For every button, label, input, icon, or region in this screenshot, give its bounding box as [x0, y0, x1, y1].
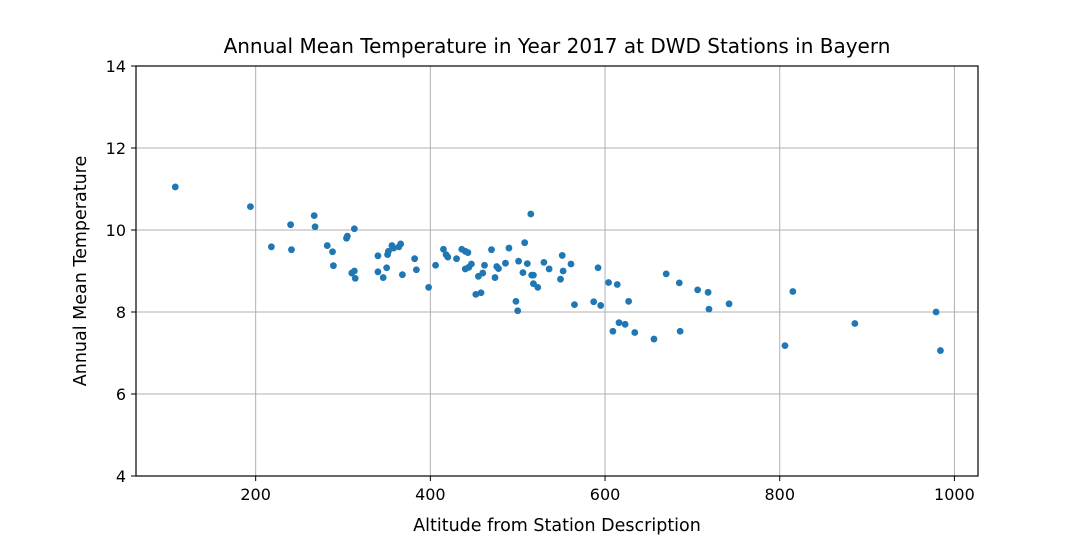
data-point — [444, 253, 452, 261]
data-point — [558, 252, 566, 259]
data-point — [425, 284, 433, 291]
data-point — [514, 307, 522, 315]
data-point — [523, 260, 531, 268]
x-tick-label: 400 — [415, 485, 446, 504]
data-point — [385, 247, 392, 255]
data-point — [288, 246, 295, 254]
data-point — [534, 284, 542, 291]
data-point — [383, 264, 391, 272]
data-point — [310, 212, 318, 220]
data-point — [530, 271, 537, 279]
data-point — [725, 300, 733, 308]
data-point — [545, 265, 553, 273]
data-point — [350, 225, 358, 233]
data-points — [171, 183, 944, 354]
data-point — [468, 260, 475, 268]
data-point — [571, 301, 578, 309]
data-point — [631, 329, 639, 336]
data-point — [343, 232, 351, 240]
data-point — [676, 327, 684, 335]
data-point — [597, 302, 605, 309]
x-tick-label: 1000 — [934, 485, 975, 504]
data-point — [329, 262, 337, 270]
data-point — [559, 267, 567, 275]
data-point — [694, 286, 702, 294]
data-point — [609, 327, 617, 335]
data-point — [705, 305, 713, 313]
data-point — [662, 270, 670, 278]
data-point — [650, 335, 658, 343]
data-point — [247, 203, 254, 211]
data-point — [374, 252, 382, 260]
data-point — [329, 248, 336, 256]
data-point — [932, 308, 940, 316]
data-point — [412, 266, 420, 274]
data-point — [937, 347, 944, 354]
y-tick-label: 4 — [116, 467, 126, 486]
data-point — [453, 255, 460, 263]
data-point — [311, 223, 319, 231]
data-point — [390, 244, 398, 252]
data-point — [515, 257, 522, 265]
data-point — [527, 210, 535, 218]
y-tick-label: 14 — [106, 57, 126, 76]
data-point — [351, 274, 359, 282]
data-point — [557, 275, 564, 283]
data-point — [491, 274, 499, 281]
data-point — [481, 261, 488, 269]
data-point — [625, 297, 633, 305]
data-point — [171, 183, 179, 191]
data-point — [512, 297, 520, 305]
data-point — [397, 240, 405, 248]
data-point — [851, 320, 859, 327]
y-tick-label: 8 — [116, 303, 126, 322]
chart-title: Annual Mean Temperature in Year 2017 at … — [224, 34, 891, 58]
data-point — [605, 279, 612, 286]
data-point — [615, 319, 623, 327]
y-tick-label: 12 — [106, 139, 126, 158]
axis-ticks: 200 400 600 800 1000 4 6 8 10 12 14 — [106, 57, 975, 504]
x-tick-label: 800 — [764, 485, 795, 504]
data-point — [675, 279, 683, 287]
data-point — [502, 259, 509, 267]
data-point — [477, 289, 485, 297]
data-point — [287, 221, 294, 229]
data-point — [521, 239, 529, 247]
data-point — [374, 268, 382, 276]
data-point — [479, 269, 487, 277]
x-tick-label: 200 — [240, 485, 271, 504]
data-point — [350, 267, 358, 275]
x-axis-label: Altitude from Station Description — [413, 516, 701, 536]
data-point — [267, 243, 275, 251]
data-point — [432, 261, 439, 269]
data-point — [488, 246, 495, 254]
data-point — [472, 290, 480, 298]
y-axis-label: Annual Mean Temperature — [71, 156, 91, 387]
x-tick-label: 600 — [590, 485, 621, 504]
y-tick-label: 10 — [106, 221, 126, 240]
data-point — [399, 271, 406, 279]
grid — [136, 66, 978, 476]
data-point — [704, 288, 712, 296]
data-point — [594, 264, 602, 272]
data-point — [540, 258, 548, 266]
data-point — [621, 320, 629, 328]
data-point — [781, 342, 789, 350]
data-point — [789, 288, 797, 295]
data-point — [440, 245, 447, 253]
data-point — [519, 269, 527, 277]
data-point — [379, 274, 387, 281]
data-point — [505, 244, 513, 252]
y-tick-label: 6 — [116, 385, 126, 404]
data-point — [495, 265, 502, 272]
data-point — [323, 242, 331, 249]
data-point — [411, 255, 419, 263]
data-point — [464, 249, 472, 256]
plot-frame — [135, 65, 979, 477]
data-point — [567, 260, 575, 268]
data-point — [613, 281, 621, 288]
data-point — [590, 298, 598, 306]
